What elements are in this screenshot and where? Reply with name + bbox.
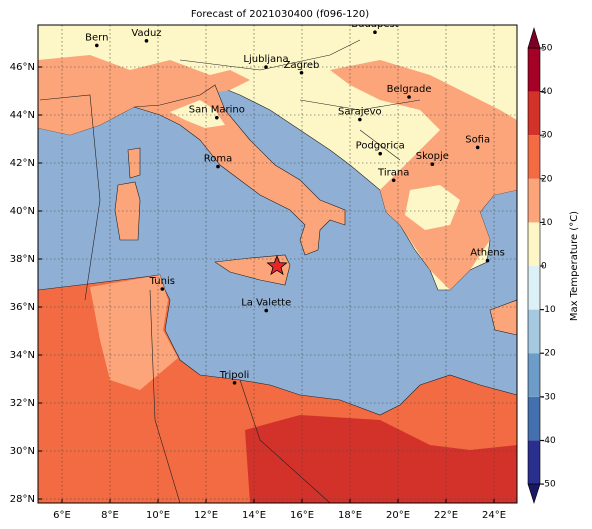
city-label: Tripoli xyxy=(219,370,250,381)
map-frame xyxy=(37,24,518,504)
colorbar-band xyxy=(528,353,540,397)
city-label: Podgorica xyxy=(356,141,405,152)
city-label: Vaduz xyxy=(131,28,161,39)
city-label: Zagreb xyxy=(284,60,320,71)
lon-tick-label: 24°E xyxy=(482,510,506,521)
city-dot xyxy=(160,287,165,291)
city-label: Belgrade xyxy=(387,84,432,95)
colorbar-tick-label: 10 xyxy=(541,218,553,228)
city-dot xyxy=(378,151,383,156)
lon-tick-label: 14°E xyxy=(242,510,266,521)
city-dot xyxy=(475,145,480,150)
colorbar-band xyxy=(528,309,540,354)
city-label: Roma xyxy=(204,154,233,165)
map-title: Forecast of 2021030400 (f096-120) xyxy=(191,9,369,20)
city-label: Athens xyxy=(470,248,505,259)
colorbar-tick-label: -40 xyxy=(541,436,556,446)
lon-tick-label: 10°E xyxy=(146,510,170,521)
city-dot xyxy=(232,381,237,385)
city-dot xyxy=(264,308,269,313)
colorbar-tick-label: -10 xyxy=(541,305,556,315)
city-dot xyxy=(430,162,435,166)
hot-patch xyxy=(245,415,517,503)
lon-tick-label: 8°E xyxy=(101,510,119,521)
colorbar-band xyxy=(528,396,540,441)
lat-tick-label: 32°N xyxy=(10,398,35,409)
city-label: Budapest xyxy=(351,19,398,30)
city-dot xyxy=(299,70,304,75)
colorbar-tick-label: 20 xyxy=(541,174,553,184)
city-label: Skopje xyxy=(416,151,449,162)
lat-tick-label: 38°N xyxy=(10,254,35,265)
colorbar-band xyxy=(528,222,540,266)
colorbar-band xyxy=(528,440,540,484)
colorbar-tick-label: -30 xyxy=(541,392,556,402)
lon-tick-label: 20°E xyxy=(386,510,410,521)
lat-tick-label: 40°N xyxy=(10,206,35,217)
lon-tick-label: 6°E xyxy=(53,510,71,521)
city-label: Tirana xyxy=(377,167,409,178)
city-dot xyxy=(216,164,220,169)
city-dot xyxy=(95,43,99,48)
warm-patch xyxy=(90,275,178,390)
turkey-coast xyxy=(489,299,517,336)
lon-tick-label: 22°E xyxy=(434,510,458,521)
colorbar-band xyxy=(528,135,540,179)
cool-patch xyxy=(405,185,460,230)
city-label: San Marino xyxy=(189,105,245,116)
colorbar-band xyxy=(528,178,540,223)
lat-tick-label: 46°N xyxy=(10,62,35,73)
city-dot xyxy=(373,30,377,34)
city-dot xyxy=(215,115,219,120)
city-dot xyxy=(391,178,396,183)
colorbar-over xyxy=(527,26,541,49)
colorbar-tick-label: -20 xyxy=(541,349,556,359)
city-label: Sofia xyxy=(465,134,490,145)
italy xyxy=(133,84,346,256)
city-label: Bern xyxy=(85,32,108,43)
lat-tick-label: 44°N xyxy=(10,110,35,121)
colorbar-label: Max Temperature (°C) xyxy=(569,211,580,321)
lon-tick-label: 16°E xyxy=(290,510,314,521)
city-label: Ljubljana xyxy=(243,54,288,65)
city-dot xyxy=(144,39,149,43)
lon-tick-label: 12°E xyxy=(194,510,218,521)
colorbar-tick-label: 50 xyxy=(541,44,553,54)
cool-patch xyxy=(170,100,225,128)
city-dot xyxy=(485,258,490,263)
colorbar-band xyxy=(528,48,540,92)
colorbar-band xyxy=(528,266,540,310)
warm-patch xyxy=(330,60,517,290)
event-marker xyxy=(266,254,288,276)
lon-tick-label: 18°E xyxy=(338,510,362,521)
lat-tick-label: 30°N xyxy=(10,446,35,457)
colorbar-tick-label: 0 xyxy=(541,262,547,272)
city-dot xyxy=(264,65,268,69)
city-dot xyxy=(407,95,411,99)
colorbar-band xyxy=(528,91,540,136)
colorbar-tick-label: 30 xyxy=(541,131,553,141)
colorbar: -50 -40 -30 -20 -10 0 10 20 30 40 50 xyxy=(527,26,556,504)
colorbar-tick-label: 40 xyxy=(541,87,553,97)
lat-tick-label: 42°N xyxy=(10,158,35,169)
borders xyxy=(39,39,421,503)
lat-tick-label: 36°N xyxy=(10,302,35,313)
city-label: Tunis xyxy=(149,276,175,287)
city-label: Sarajevo xyxy=(338,107,382,118)
colorbar-under xyxy=(527,483,541,504)
lat-tick-label: 28°N xyxy=(10,494,35,505)
colorbar-tick-label: -50 xyxy=(541,480,556,490)
city-dot xyxy=(358,117,362,122)
city-label: La Valette xyxy=(241,298,291,309)
lat-tick-label: 34°N xyxy=(10,350,35,361)
